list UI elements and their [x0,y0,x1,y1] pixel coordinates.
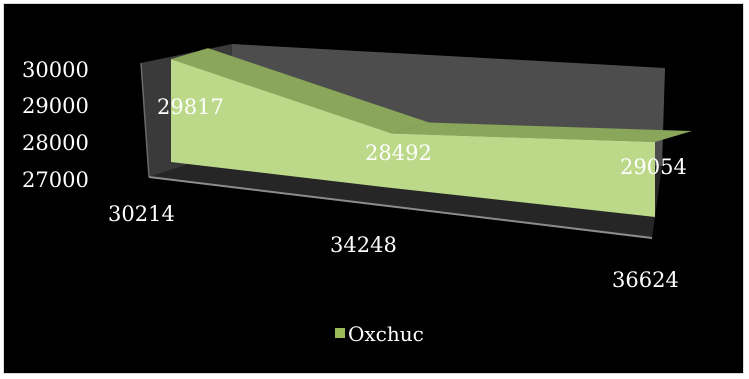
chart-floor-edge [148,176,653,239]
x-tick-label: 36624 [612,268,679,292]
series-oxchuc-area [171,48,692,217]
y-tick-label: 29000 [22,94,89,118]
area-top-face [392,122,692,143]
y-tick-label: 27000 [22,168,89,192]
x-tick-label: 34248 [330,233,397,257]
area-top-face [171,48,429,134]
chart-wall-edge [140,62,150,178]
x-tick-label: 30214 [108,202,175,226]
data-label: 29817 [157,95,224,119]
data-label: 28492 [365,141,432,165]
legend-label: Oxchuc [348,322,424,346]
area-front-face [171,59,655,217]
data-label: 29054 [620,155,687,179]
legend-swatch [335,328,345,338]
y-tick-label: 28000 [22,131,89,155]
y-tick-label: 30000 [22,58,89,82]
